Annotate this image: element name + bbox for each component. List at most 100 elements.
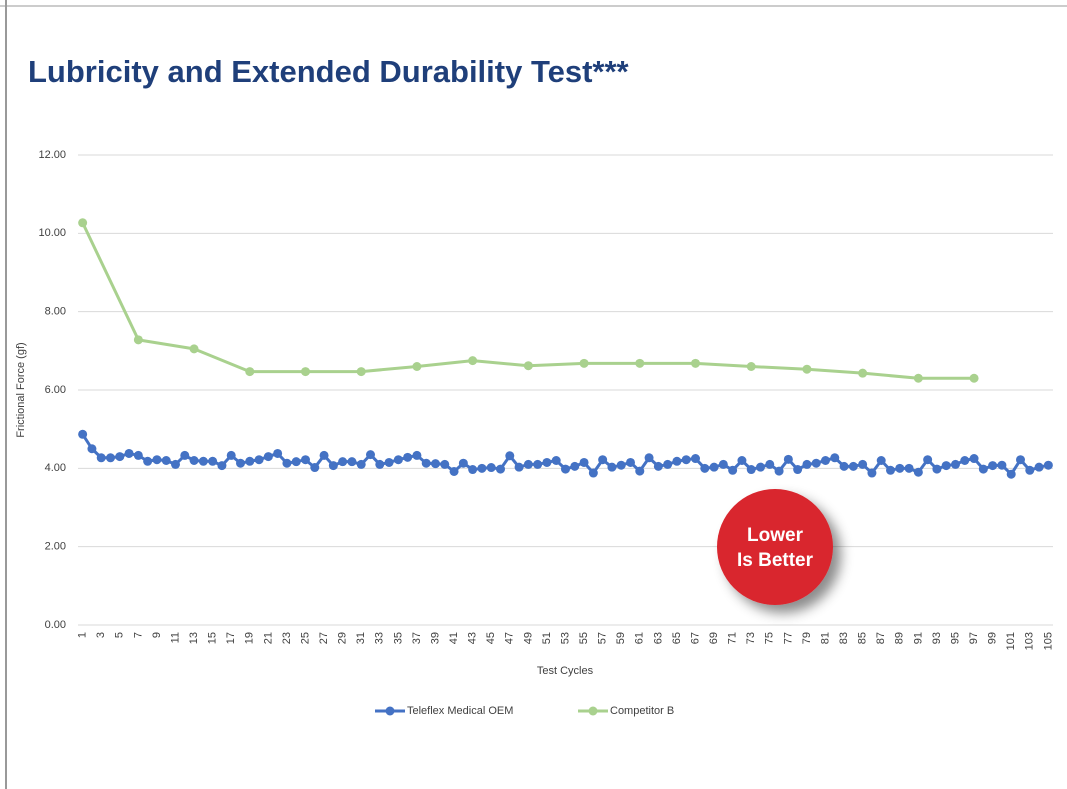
data-point: [217, 461, 227, 471]
x-tick-label: 9: [151, 632, 163, 638]
data-point: [811, 458, 821, 468]
data-point: [737, 456, 747, 465]
data-point: [96, 453, 106, 463]
data-point: [941, 461, 951, 471]
data-point: [867, 468, 877, 478]
x-tick-label: 27: [318, 632, 330, 644]
x-tick-label: 73: [745, 632, 757, 644]
data-point: [858, 368, 868, 378]
x-tick-label: 37: [411, 632, 423, 644]
data-point: [124, 448, 134, 458]
legend-marker: [385, 706, 395, 716]
x-tick-label: 103: [1024, 632, 1036, 650]
data-point: [756, 462, 765, 472]
data-point: [523, 459, 533, 469]
data-point: [133, 450, 143, 460]
data-point: [106, 453, 115, 463]
data-point: [774, 466, 784, 476]
data-point: [876, 456, 886, 465]
data-point: [198, 456, 208, 466]
x-tick-label: 99: [987, 632, 999, 644]
data-point: [319, 450, 329, 460]
data-point: [161, 456, 171, 465]
data-point: [1043, 460, 1053, 470]
data-point: [626, 457, 635, 467]
x-tick-label: 29: [337, 632, 349, 644]
data-point: [830, 453, 840, 463]
data-point: [236, 458, 245, 468]
data-point: [1034, 462, 1044, 472]
x-tick-label: 57: [597, 632, 609, 644]
data-point: [579, 457, 589, 467]
data-point: [728, 465, 738, 475]
data-point: [180, 450, 190, 460]
data-point: [951, 459, 960, 469]
x-tick-label: 105: [1042, 632, 1054, 650]
data-point: [561, 464, 570, 474]
data-point: [263, 452, 273, 462]
x-tick-label: 101: [1005, 632, 1017, 650]
data-point: [245, 456, 255, 466]
data-point: [152, 455, 162, 465]
x-tick-label: 21: [262, 632, 274, 644]
x-tick-label: 91: [912, 632, 924, 644]
data-point: [505, 451, 515, 461]
data-point: [468, 356, 478, 366]
x-tick-label: 43: [467, 632, 479, 644]
data-point: [356, 459, 366, 469]
data-point: [997, 460, 1007, 470]
data-point: [904, 463, 914, 473]
data-point: [691, 358, 700, 368]
x-tick-label: 25: [299, 632, 311, 644]
data-point: [932, 464, 942, 474]
data-point: [616, 460, 626, 470]
data-point: [514, 462, 524, 472]
data-point: [133, 335, 143, 345]
data-point: [746, 362, 756, 371]
x-tick-label: 49: [522, 632, 534, 644]
data-point: [588, 468, 598, 478]
data-point: [523, 361, 533, 371]
x-axis-label: Test Cycles: [537, 665, 594, 677]
x-tick-label: 85: [857, 632, 869, 644]
data-point: [171, 459, 180, 469]
data-point: [570, 461, 580, 471]
data-point: [1016, 455, 1025, 465]
x-tick-label: 55: [578, 632, 590, 644]
data-point: [78, 429, 88, 439]
data-point: [969, 454, 979, 464]
x-tick-label: 23: [281, 632, 293, 644]
data-point: [783, 454, 793, 464]
x-tick-label: 41: [448, 632, 460, 644]
data-point: [746, 465, 756, 475]
data-point: [913, 373, 923, 383]
data-point: [189, 456, 199, 465]
data-point: [533, 459, 543, 469]
data-point: [440, 459, 450, 469]
data-point: [663, 459, 673, 469]
x-tick-label: 17: [225, 632, 237, 644]
y-tick-label: 4.00: [45, 462, 66, 474]
data-point: [431, 459, 440, 469]
data-point: [895, 463, 905, 473]
series-line: [81, 222, 975, 380]
data-point: [87, 444, 97, 454]
x-tick-label: 81: [819, 632, 831, 644]
data-point: [765, 459, 775, 469]
data-point: [978, 464, 988, 474]
chart-title: Lubricity and Extended Durability Test**…: [28, 54, 630, 89]
x-tick-label: 59: [615, 632, 627, 644]
data-point: [886, 465, 895, 475]
x-tick-label: 31: [355, 632, 367, 644]
data-point: [245, 367, 255, 377]
x-tick-label: 3: [95, 632, 107, 638]
data-point: [923, 455, 933, 465]
x-tick-label: 45: [485, 632, 497, 644]
x-tick-label: 63: [652, 632, 664, 644]
data-point: [254, 455, 264, 465]
x-tick-label: 69: [708, 632, 720, 644]
x-tick-label: 15: [207, 632, 219, 644]
data-point: [282, 458, 292, 468]
data-point: [208, 456, 218, 466]
x-tick-label: 11: [169, 632, 181, 643]
